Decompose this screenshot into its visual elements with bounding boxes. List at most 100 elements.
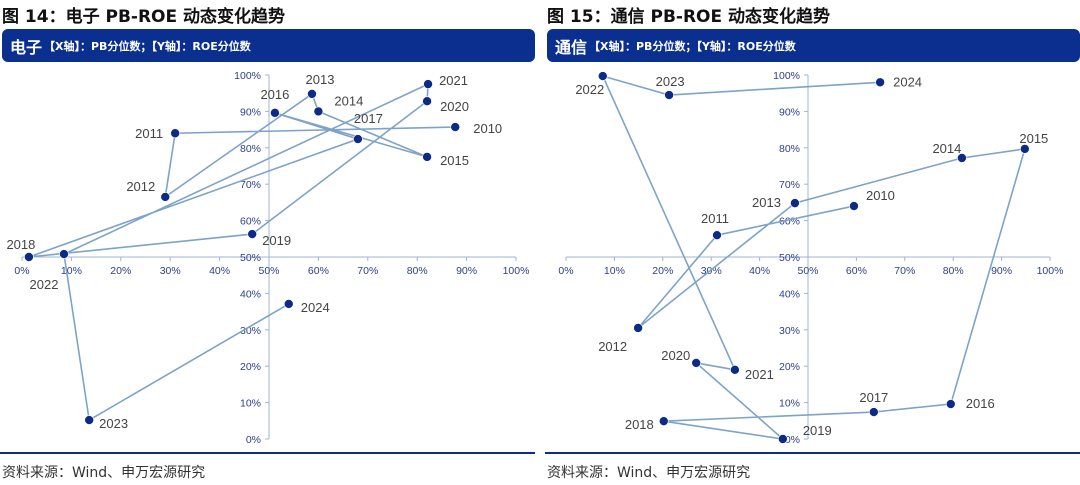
y-tick-label: 0% — [785, 434, 800, 446]
data-point-2012 — [633, 323, 643, 333]
point-label-2021: 2021 — [439, 73, 468, 88]
data-point-2022 — [597, 71, 608, 81]
x-tick-label: 90% — [456, 265, 477, 277]
y-tick-label: 80% — [779, 143, 800, 155]
chart-header-bar: 通信 【X轴】：PB分位数；【Y轴】：ROE分位数 — [547, 29, 1080, 62]
point-label-2016: 2016 — [260, 87, 289, 102]
data-point-2011 — [170, 128, 180, 139]
data-point-2012 — [160, 192, 171, 202]
data-point-2016 — [270, 108, 280, 118]
y-tick-label: 30% — [779, 325, 800, 337]
y-tick-label: 20% — [779, 361, 800, 373]
data-point-2020 — [691, 358, 701, 368]
x-tick-label: 20% — [110, 265, 131, 277]
point-label-2017: 2017 — [354, 111, 383, 126]
x-tick-label: 100% — [1037, 265, 1064, 277]
x-tick-label: 80% — [407, 265, 428, 277]
y-tick-label: 20% — [240, 361, 261, 373]
source-note: 资料来源：Wind、申万宏源研究 — [547, 465, 751, 481]
x-tick-label: 50% — [797, 265, 818, 277]
header-axes: 【X轴】：PB分位数；【Y轴】：ROE分位数 — [589, 39, 796, 53]
x-tick-label: 60% — [308, 265, 329, 277]
x-tick-label: 0% — [14, 265, 29, 277]
chart-header-bar: 电子 【X轴】：PB分位数；【Y轴】：ROE分位数 — [2, 29, 535, 62]
point-label-2015: 2015 — [1019, 131, 1048, 146]
panel-telecom: 图 15：通信 PB-ROE 动态变化趋势 通信 【X轴】：PB分位数；【Y轴】… — [545, 0, 1080, 485]
point-label-2022: 2022 — [575, 82, 604, 97]
data-point-2021 — [730, 365, 740, 375]
point-label-2021: 2021 — [745, 367, 774, 382]
point-label-2012: 2012 — [598, 339, 627, 354]
data-point-2024 — [283, 299, 294, 309]
x-tick-label: 50% — [258, 265, 279, 277]
data-point-2010 — [450, 122, 461, 132]
data-point-2015 — [422, 152, 432, 162]
data-point-2013 — [790, 198, 800, 208]
data-point-2019 — [778, 434, 788, 444]
point-label-2024: 2024 — [301, 300, 330, 315]
data-point-2010 — [849, 201, 859, 211]
data-point-2014 — [957, 153, 967, 163]
panel-electronics: 图 14：电子 PB-ROE 动态变化趋势 电子 【X轴】：PB分位数；【Y轴】… — [0, 0, 535, 485]
x-tick-label: 0% — [558, 265, 573, 277]
data-point-2017 — [353, 134, 363, 144]
x-tick-label: 10% — [61, 265, 82, 277]
header-industry: 通信 — [555, 37, 588, 57]
point-label-2024: 2024 — [893, 74, 922, 89]
y-tick-label: 100% — [773, 70, 800, 82]
data-point-2018 — [658, 416, 669, 426]
point-label-2014: 2014 — [334, 93, 363, 108]
y-tick-label: 60% — [240, 216, 261, 228]
point-label-2018: 2018 — [625, 417, 654, 432]
point-label-2013: 2013 — [306, 72, 335, 87]
data-point-2020 — [422, 96, 432, 107]
source-note: 资料来源：Wind、申万宏源研究 — [2, 465, 206, 481]
y-tick-label: 40% — [240, 288, 261, 300]
y-tick-label: 0% — [246, 434, 261, 446]
divider — [545, 452, 1080, 454]
data-point-2021 — [423, 79, 433, 89]
y-tick-label: 30% — [240, 325, 261, 337]
x-tick-label: 80% — [943, 265, 964, 277]
point-label-2012: 2012 — [126, 179, 155, 194]
figure-title: 图 15：通信 PB-ROE 动态变化趋势 — [547, 7, 831, 27]
point-label-2013: 2013 — [752, 195, 781, 210]
y-tick-label: 70% — [779, 179, 800, 191]
point-label-2014: 2014 — [932, 141, 961, 156]
point-label-2016: 2016 — [966, 396, 995, 411]
data-point-2016 — [945, 399, 956, 409]
point-label-2019: 2019 — [803, 423, 832, 438]
y-tick-label: 70% — [240, 179, 261, 191]
data-point-2015 — [1020, 144, 1030, 154]
x-tick-label: 70% — [894, 265, 915, 277]
point-label-2020: 2020 — [661, 348, 690, 363]
y-tick-label: 100% — [234, 70, 261, 82]
y-tick-label: 50% — [779, 252, 800, 264]
point-label-2018: 2018 — [6, 237, 35, 252]
data-point-2017 — [869, 407, 879, 417]
data-point-2014 — [313, 106, 324, 117]
x-tick-label: 30% — [160, 265, 181, 277]
header-axes: 【X轴】：PB分位数；【Y轴】：ROE分位数 — [44, 39, 251, 53]
data-point-2011 — [712, 230, 722, 240]
data-point-2022 — [59, 249, 69, 259]
y-tick-label: 90% — [779, 106, 800, 118]
y-tick-label: 10% — [779, 398, 800, 410]
data-point-2023 — [84, 415, 94, 425]
point-label-2023: 2023 — [99, 416, 128, 431]
x-tick-label: 10% — [604, 265, 625, 277]
point-label-2022: 2022 — [30, 277, 59, 292]
y-tick-label: 80% — [240, 143, 261, 155]
point-label-2019: 2019 — [262, 233, 291, 248]
point-label-2011: 2011 — [701, 211, 729, 226]
data-point-2023 — [664, 90, 674, 100]
point-label-2015: 2015 — [440, 153, 469, 168]
x-tick-label: 100% — [503, 265, 530, 277]
y-tick-label: 90% — [240, 106, 261, 118]
y-tick-label: 50% — [240, 252, 261, 264]
data-point-2019 — [247, 229, 258, 239]
point-label-2010: 2010 — [866, 188, 895, 203]
header-industry: 电子 — [10, 37, 43, 57]
x-tick-label: 70% — [357, 265, 378, 277]
